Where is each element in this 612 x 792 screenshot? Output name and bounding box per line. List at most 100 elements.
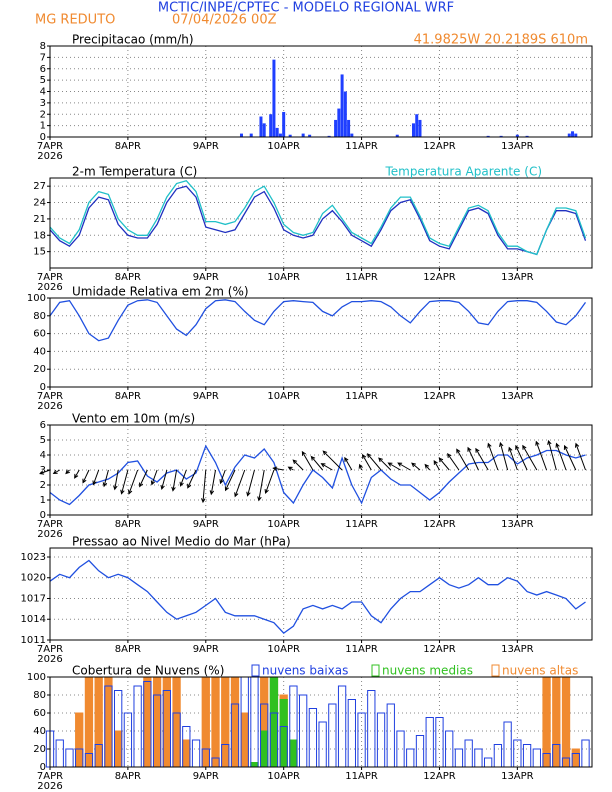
wind-arrow	[362, 453, 372, 471]
wind-arrow	[139, 469, 148, 488]
bar	[133, 685, 142, 768]
y-tick-label: 18	[33, 230, 46, 241]
y-tick-label: 0	[40, 762, 46, 773]
x-tick-label: 13APR	[501, 519, 534, 530]
wind-arrow	[447, 453, 460, 471]
line	[49, 185, 587, 256]
bar	[376, 712, 386, 768]
bar	[55, 739, 64, 768]
bar	[337, 108, 341, 137]
y-tick-label: 27	[33, 181, 46, 192]
bar	[75, 712, 84, 768]
wind-arrow	[187, 469, 197, 489]
y-tick-label: 6	[40, 420, 46, 431]
panel-title: 2-m Temperatura (C)	[72, 165, 197, 179]
bar	[347, 119, 351, 137]
x-tick-label: 12APR	[423, 141, 456, 152]
x-tick-label: 10APR	[267, 771, 300, 782]
wind-arrow	[65, 469, 70, 475]
x-tick-label: 9APR	[193, 391, 219, 402]
bar	[114, 730, 123, 768]
wind-arrow	[219, 469, 226, 485]
x-tick-label: 13APR	[501, 644, 534, 655]
y-tick-label: 2	[40, 480, 46, 491]
bar	[288, 134, 292, 137]
y-tick-label: 1	[40, 495, 46, 506]
y-tick-label: 60	[33, 708, 46, 719]
wind-arrow	[92, 469, 100, 486]
bar	[334, 119, 338, 137]
bar	[259, 116, 263, 137]
run-date: 07/04/2026 00Z	[172, 13, 277, 28]
wind-arrow	[39, 469, 51, 475]
bar	[567, 133, 571, 137]
bar	[289, 739, 298, 768]
wind-arrow	[102, 469, 109, 488]
bar	[343, 91, 347, 137]
wind-arrow	[411, 462, 421, 471]
wind-arrow	[475, 447, 489, 471]
y-tick-label: 5	[40, 75, 46, 86]
bar	[454, 748, 464, 768]
wind-arrow	[522, 444, 538, 471]
wind-arrow	[515, 444, 528, 471]
x-tick-label: 8APR	[115, 771, 141, 782]
bar	[143, 676, 152, 768]
y-tick-label: 24	[33, 198, 46, 209]
bar	[396, 730, 405, 768]
x-tick-label: 8APR	[115, 644, 141, 655]
bar	[350, 133, 354, 137]
y-tick-label: 100	[27, 293, 46, 304]
wind-arrow	[487, 442, 499, 471]
y-tick-label: 8	[40, 41, 46, 52]
bar	[503, 721, 512, 768]
bar	[230, 676, 240, 768]
line	[49, 299, 587, 342]
x-tick-label: 10APR	[267, 519, 300, 530]
legend-label: nuvens baixas	[262, 664, 348, 678]
bar	[250, 676, 259, 768]
bar	[272, 59, 276, 137]
bar	[525, 135, 529, 137]
bar	[474, 748, 483, 768]
legend-label: nuvens medias	[382, 664, 473, 678]
x-tick-label: 11APR	[345, 644, 378, 655]
bar	[152, 676, 162, 768]
bar	[278, 133, 282, 137]
y-tick-label: 80	[33, 690, 46, 701]
wind-arrow	[52, 469, 60, 475]
bar	[395, 134, 399, 137]
bar	[347, 699, 356, 768]
bar	[240, 712, 249, 768]
bar	[239, 133, 243, 137]
y-tick-label: 1	[40, 121, 46, 132]
wind-arrow	[322, 450, 343, 471]
y-tick-label: 60	[33, 329, 46, 340]
y-tick-label: 2	[40, 109, 46, 120]
wind-arrow	[82, 469, 90, 484]
y-tick-label: 20	[33, 744, 46, 755]
wind-arrow	[272, 466, 284, 471]
x-tick-label: 7APR	[37, 644, 63, 655]
legend-swatch	[491, 664, 500, 677]
y-tick-label: 20	[33, 364, 46, 375]
bar	[552, 676, 561, 768]
x-tick-label: 8APR	[115, 519, 141, 530]
bar	[275, 127, 279, 137]
x-tick-label: 12APR	[423, 644, 456, 655]
wind-arrow	[209, 469, 217, 496]
y-tick-label: 0	[40, 132, 46, 143]
x-tick-label: 9APR	[193, 141, 219, 152]
bar	[561, 676, 571, 768]
bar	[182, 739, 191, 768]
y-tick-label: 1011	[21, 635, 46, 646]
panel-frame	[49, 297, 593, 388]
bar	[581, 739, 590, 768]
bar	[327, 135, 331, 137]
wind-arrow	[547, 439, 557, 471]
bar	[201, 676, 210, 768]
bar	[571, 131, 575, 137]
header-title: MCTIC/INPE/CPTEC - MODELO REGIONAL WRF	[158, 1, 454, 16]
bar	[65, 748, 74, 768]
wind-arrow	[179, 469, 187, 487]
